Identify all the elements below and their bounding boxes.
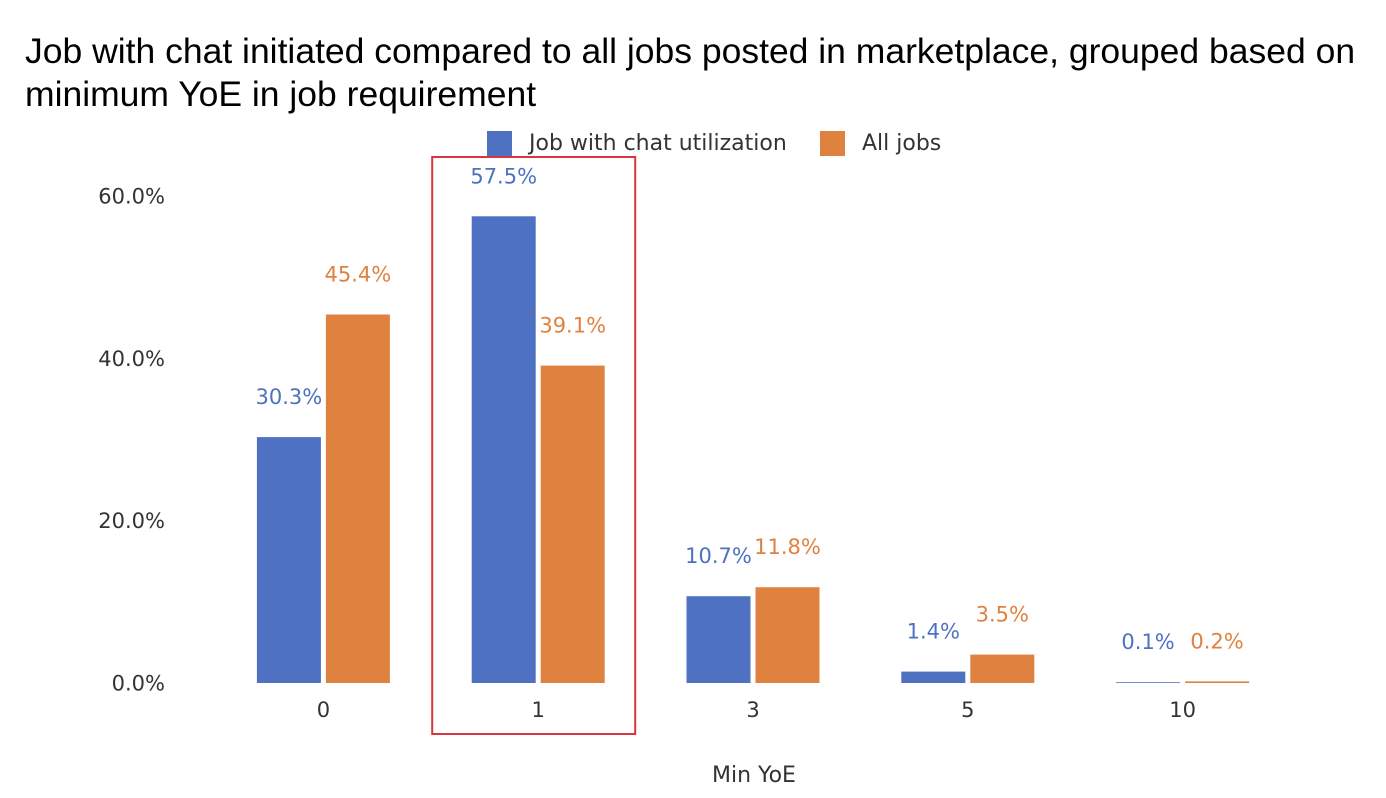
legend-item-job-with-chat-utilization: Job with chat utilization (487, 131, 787, 156)
data-label-job-with-chat-utilization-0: 30.3% (256, 385, 323, 409)
x-tick-label-10: 10 (1169, 698, 1196, 722)
y-axis: 0.0% 20.0% 40.0% 60.0% (98, 185, 165, 696)
y-tick-label-60: 60.0% (98, 185, 165, 209)
x-tick-label-5: 5 (961, 698, 974, 722)
bar-all-jobs-10 (1185, 681, 1250, 683)
data-label-job-with-chat-utilization-5: 1.4% (907, 620, 960, 644)
data-label-job-with-chat-utilization-1: 57.5% (470, 164, 537, 188)
data-label-all-jobs-5: 3.5% (976, 603, 1029, 627)
bar-job-with-chat-utilization-1 (471, 216, 536, 684)
legend: Job with chat utilization All jobs (487, 131, 941, 156)
data-labels: 30.3% 45.4% 57.5% 39.1% 10.7% 11.8% 1.4% 3.5% 0.… (256, 164, 1244, 654)
data-label-job-with-chat-utilization-10: 0.1% (1121, 630, 1174, 654)
legend-swatch-all-jobs (820, 131, 845, 156)
legend-label-job-with-chat-utilization: Job with chat utilization (527, 131, 787, 156)
bar-all-jobs-5 (970, 654, 1035, 683)
data-label-all-jobs-0: 45.4% (325, 263, 392, 287)
data-label-job-with-chat-utilization-3: 10.7% (685, 544, 752, 568)
data-label-all-jobs-3: 11.8% (754, 535, 821, 559)
data-label-all-jobs-10: 0.2% (1190, 629, 1243, 653)
x-tick-label-3: 3 (746, 698, 759, 722)
y-tick-label-0: 0.0% (112, 672, 165, 696)
bar-job-with-chat-utilization-5 (901, 671, 966, 683)
x-axis-title: Min YoE (712, 763, 796, 788)
bars (256, 216, 1250, 684)
bar-job-with-chat-utilization-10 (1116, 682, 1181, 683)
y-tick-label-40: 40.0% (98, 347, 165, 371)
highlight-box (431, 156, 637, 735)
y-tick-label-20: 20.0% (98, 509, 165, 533)
bar-job-with-chat-utilization-0 (256, 437, 321, 683)
legend-swatch-job-with-chat-utilization (487, 131, 512, 156)
bar-all-jobs-3 (755, 587, 820, 683)
bar-job-with-chat-utilization-3 (686, 596, 751, 683)
data-label-all-jobs-1: 39.1% (539, 314, 606, 338)
legend-label-all-jobs: All jobs (862, 131, 941, 156)
x-tick-label-1: 1 (532, 698, 545, 722)
chart-title: Job with chat initiated compared to all … (25, 31, 1356, 114)
bar-all-jobs-0 (325, 314, 390, 683)
x-axis: 0 1 3 5 10 (317, 698, 1196, 722)
bar-all-jobs-1 (540, 365, 605, 683)
x-tick-label-0: 0 (317, 698, 330, 722)
legend-item-all-jobs: All jobs (820, 131, 941, 156)
